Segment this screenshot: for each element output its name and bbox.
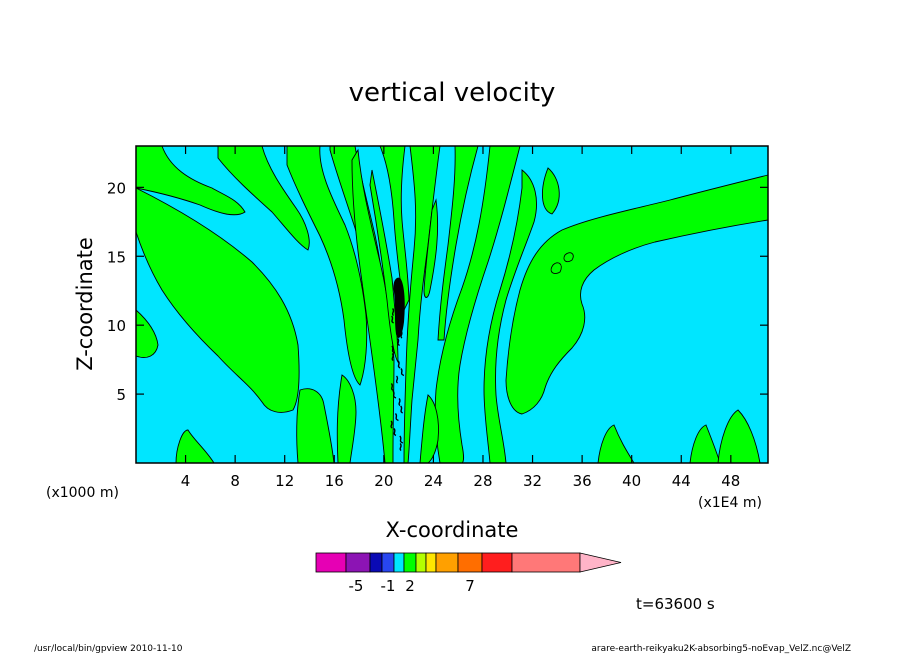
- updraft-contour-line: [400, 330, 403, 339]
- colorbar-labels: -5 -1 2 7: [349, 577, 475, 595]
- updraft-contour-line: [397, 360, 401, 369]
- updraft-contour-line: [399, 435, 404, 444]
- colorbar: [315, 552, 622, 573]
- x-tick-label: 24: [424, 472, 443, 490]
- updraft-contour-line: [394, 413, 399, 422]
- plot-frame: [135, 145, 769, 464]
- positive-velocity-region: [296, 388, 335, 464]
- updraft-contour-line: [391, 345, 396, 354]
- x-tick-label: 48: [721, 472, 740, 490]
- y-axis-ticks: 5 10 15 20: [107, 179, 768, 404]
- positive-velocity-region: [336, 374, 357, 464]
- x-tick-label: 36: [573, 472, 592, 490]
- updraft-contour-line: [398, 300, 402, 309]
- colorbar-bin: [381, 552, 395, 573]
- updraft-contour-line: [396, 323, 401, 332]
- y-tick-label: 20: [107, 179, 126, 197]
- positive-velocity-region: [542, 167, 560, 215]
- colorbar-extend-arrow: [579, 552, 622, 573]
- x-axis-label: X-coordinate: [386, 518, 519, 542]
- colorbar-bin: [415, 552, 427, 573]
- x-axis-ticks: 4 8 12 16 20 24 28 32 36 40 44 48: [181, 146, 740, 490]
- updraft-contour-line: [400, 293, 404, 302]
- colorbar-bin: [345, 552, 371, 573]
- colorbar-label: 7: [465, 577, 475, 595]
- positive-velocity-region: [597, 424, 635, 464]
- colorbar-bin: [425, 552, 437, 573]
- positive-velocity-region: [550, 262, 562, 275]
- x-tick-label: 28: [473, 472, 492, 490]
- x-tick-label: 20: [374, 472, 393, 490]
- updraft-contour-line: [391, 308, 395, 317]
- x-tick-label: 40: [622, 472, 641, 490]
- colorbar-bin: [435, 552, 459, 573]
- positive-velocity-contours: [135, 145, 769, 464]
- x-tick-label: 8: [230, 472, 240, 490]
- chart-title: vertical velocity: [349, 78, 556, 108]
- colorbar-label: -5: [349, 577, 364, 595]
- updraft-contour-line: [397, 338, 400, 347]
- positive-velocity-region: [505, 174, 769, 415]
- y-tick-label: 10: [107, 317, 126, 335]
- updraft-contour-line: [399, 443, 402, 452]
- footer-right: arare-earth-reikyaku2K-absorbing5-noEvap…: [591, 644, 851, 654]
- x-tick-label: 4: [181, 472, 191, 490]
- positive-velocity-region: [419, 394, 439, 464]
- updraft-contour-line: [398, 398, 401, 407]
- time-label: t=63600 s: [636, 595, 715, 613]
- positive-velocity-region: [717, 409, 761, 464]
- colorbar-label: 2: [405, 577, 415, 595]
- x-tick-label: 12: [275, 472, 294, 490]
- positive-velocity-region: [135, 187, 300, 413]
- updraft-contour-line: [390, 383, 394, 392]
- positive-velocity-region: [689, 424, 721, 464]
- positive-velocity-region: [175, 429, 215, 464]
- y-tick-label: 15: [107, 248, 126, 266]
- y-tick-label: 5: [116, 386, 126, 404]
- updraft-contour-line: [400, 368, 405, 377]
- x-tick-label: 44: [672, 472, 691, 490]
- positive-velocity-region: [217, 145, 310, 251]
- colorbar-bin: [315, 552, 347, 573]
- updraft-contour-line: [390, 420, 393, 429]
- y-scale-note: (x1000 m): [46, 485, 119, 501]
- positive-velocity-region: [135, 145, 246, 216]
- colorbar-bin: [511, 552, 581, 573]
- updraft-contour-line: [391, 353, 394, 362]
- colorbar-bin: [403, 552, 417, 573]
- updraft-contour-line: [395, 375, 399, 384]
- colorbar-bin: [457, 552, 483, 573]
- updraft-contour-line: [400, 405, 404, 414]
- x-tick-label: 16: [325, 472, 344, 490]
- positive-velocity-region: [483, 169, 537, 464]
- strong-updraft-core: [390, 277, 405, 452]
- y-axis-label: Z-coordinate: [73, 237, 97, 371]
- positive-velocity-region: [563, 252, 574, 263]
- colorbar-bin: [481, 552, 513, 573]
- x-scale-note: (x1E4 m): [698, 495, 762, 511]
- updraft-contour-line: [392, 390, 397, 399]
- x-tick-label: 32: [523, 472, 542, 490]
- updraft-contour-line: [395, 285, 398, 294]
- positive-velocity-region: [434, 145, 521, 464]
- footer-left: /usr/local/bin/gpview 2010-11-10: [34, 644, 183, 654]
- positive-velocity-region: [379, 145, 410, 312]
- colorbar-bin: [369, 552, 383, 573]
- colorbar-bin: [393, 552, 405, 573]
- positive-velocity-region: [286, 145, 368, 386]
- positive-velocity-region: [423, 198, 439, 298]
- positive-velocity-region: [437, 145, 479, 341]
- colorbar-label: -1: [381, 577, 396, 595]
- updraft-contour-line: [393, 428, 397, 437]
- positive-velocity-region: [135, 308, 159, 358]
- updraft-contour-line: [391, 315, 394, 324]
